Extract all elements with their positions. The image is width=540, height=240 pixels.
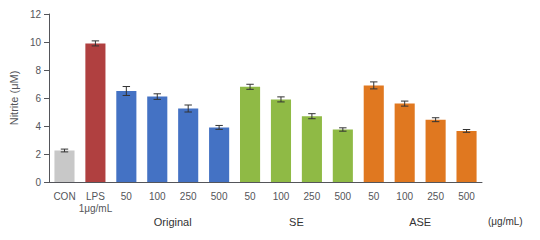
svg-text:50: 50 bbox=[368, 191, 380, 202]
svg-text:100: 100 bbox=[149, 191, 166, 202]
svg-text:SE: SE bbox=[289, 216, 304, 228]
svg-text:10: 10 bbox=[30, 37, 42, 48]
svg-text:ASE: ASE bbox=[409, 216, 431, 228]
svg-text:8: 8 bbox=[35, 65, 41, 76]
svg-text:12: 12 bbox=[30, 9, 42, 20]
svg-text:6: 6 bbox=[35, 93, 41, 104]
svg-text:500: 500 bbox=[458, 191, 475, 202]
svg-text:4: 4 bbox=[35, 121, 41, 132]
svg-text:500: 500 bbox=[211, 191, 228, 202]
svg-text:CON: CON bbox=[53, 191, 75, 202]
svg-text:(μg/mL): (μg/mL) bbox=[488, 216, 523, 227]
svg-text:250: 250 bbox=[427, 191, 444, 202]
svg-text:250: 250 bbox=[304, 191, 321, 202]
svg-text:100: 100 bbox=[273, 191, 290, 202]
svg-text:0: 0 bbox=[35, 177, 41, 188]
svg-text:1μg/mL: 1μg/mL bbox=[79, 203, 113, 214]
svg-text:500: 500 bbox=[334, 191, 351, 202]
svg-text:50: 50 bbox=[244, 191, 256, 202]
svg-text:2: 2 bbox=[35, 149, 41, 160]
svg-text:50: 50 bbox=[121, 191, 133, 202]
svg-text:Original: Original bbox=[154, 216, 192, 228]
svg-text:250: 250 bbox=[180, 191, 197, 202]
svg-text:100: 100 bbox=[396, 191, 413, 202]
svg-text:Nitrite (μM): Nitrite (μM) bbox=[8, 71, 20, 126]
svg-text:LPS: LPS bbox=[86, 191, 105, 202]
